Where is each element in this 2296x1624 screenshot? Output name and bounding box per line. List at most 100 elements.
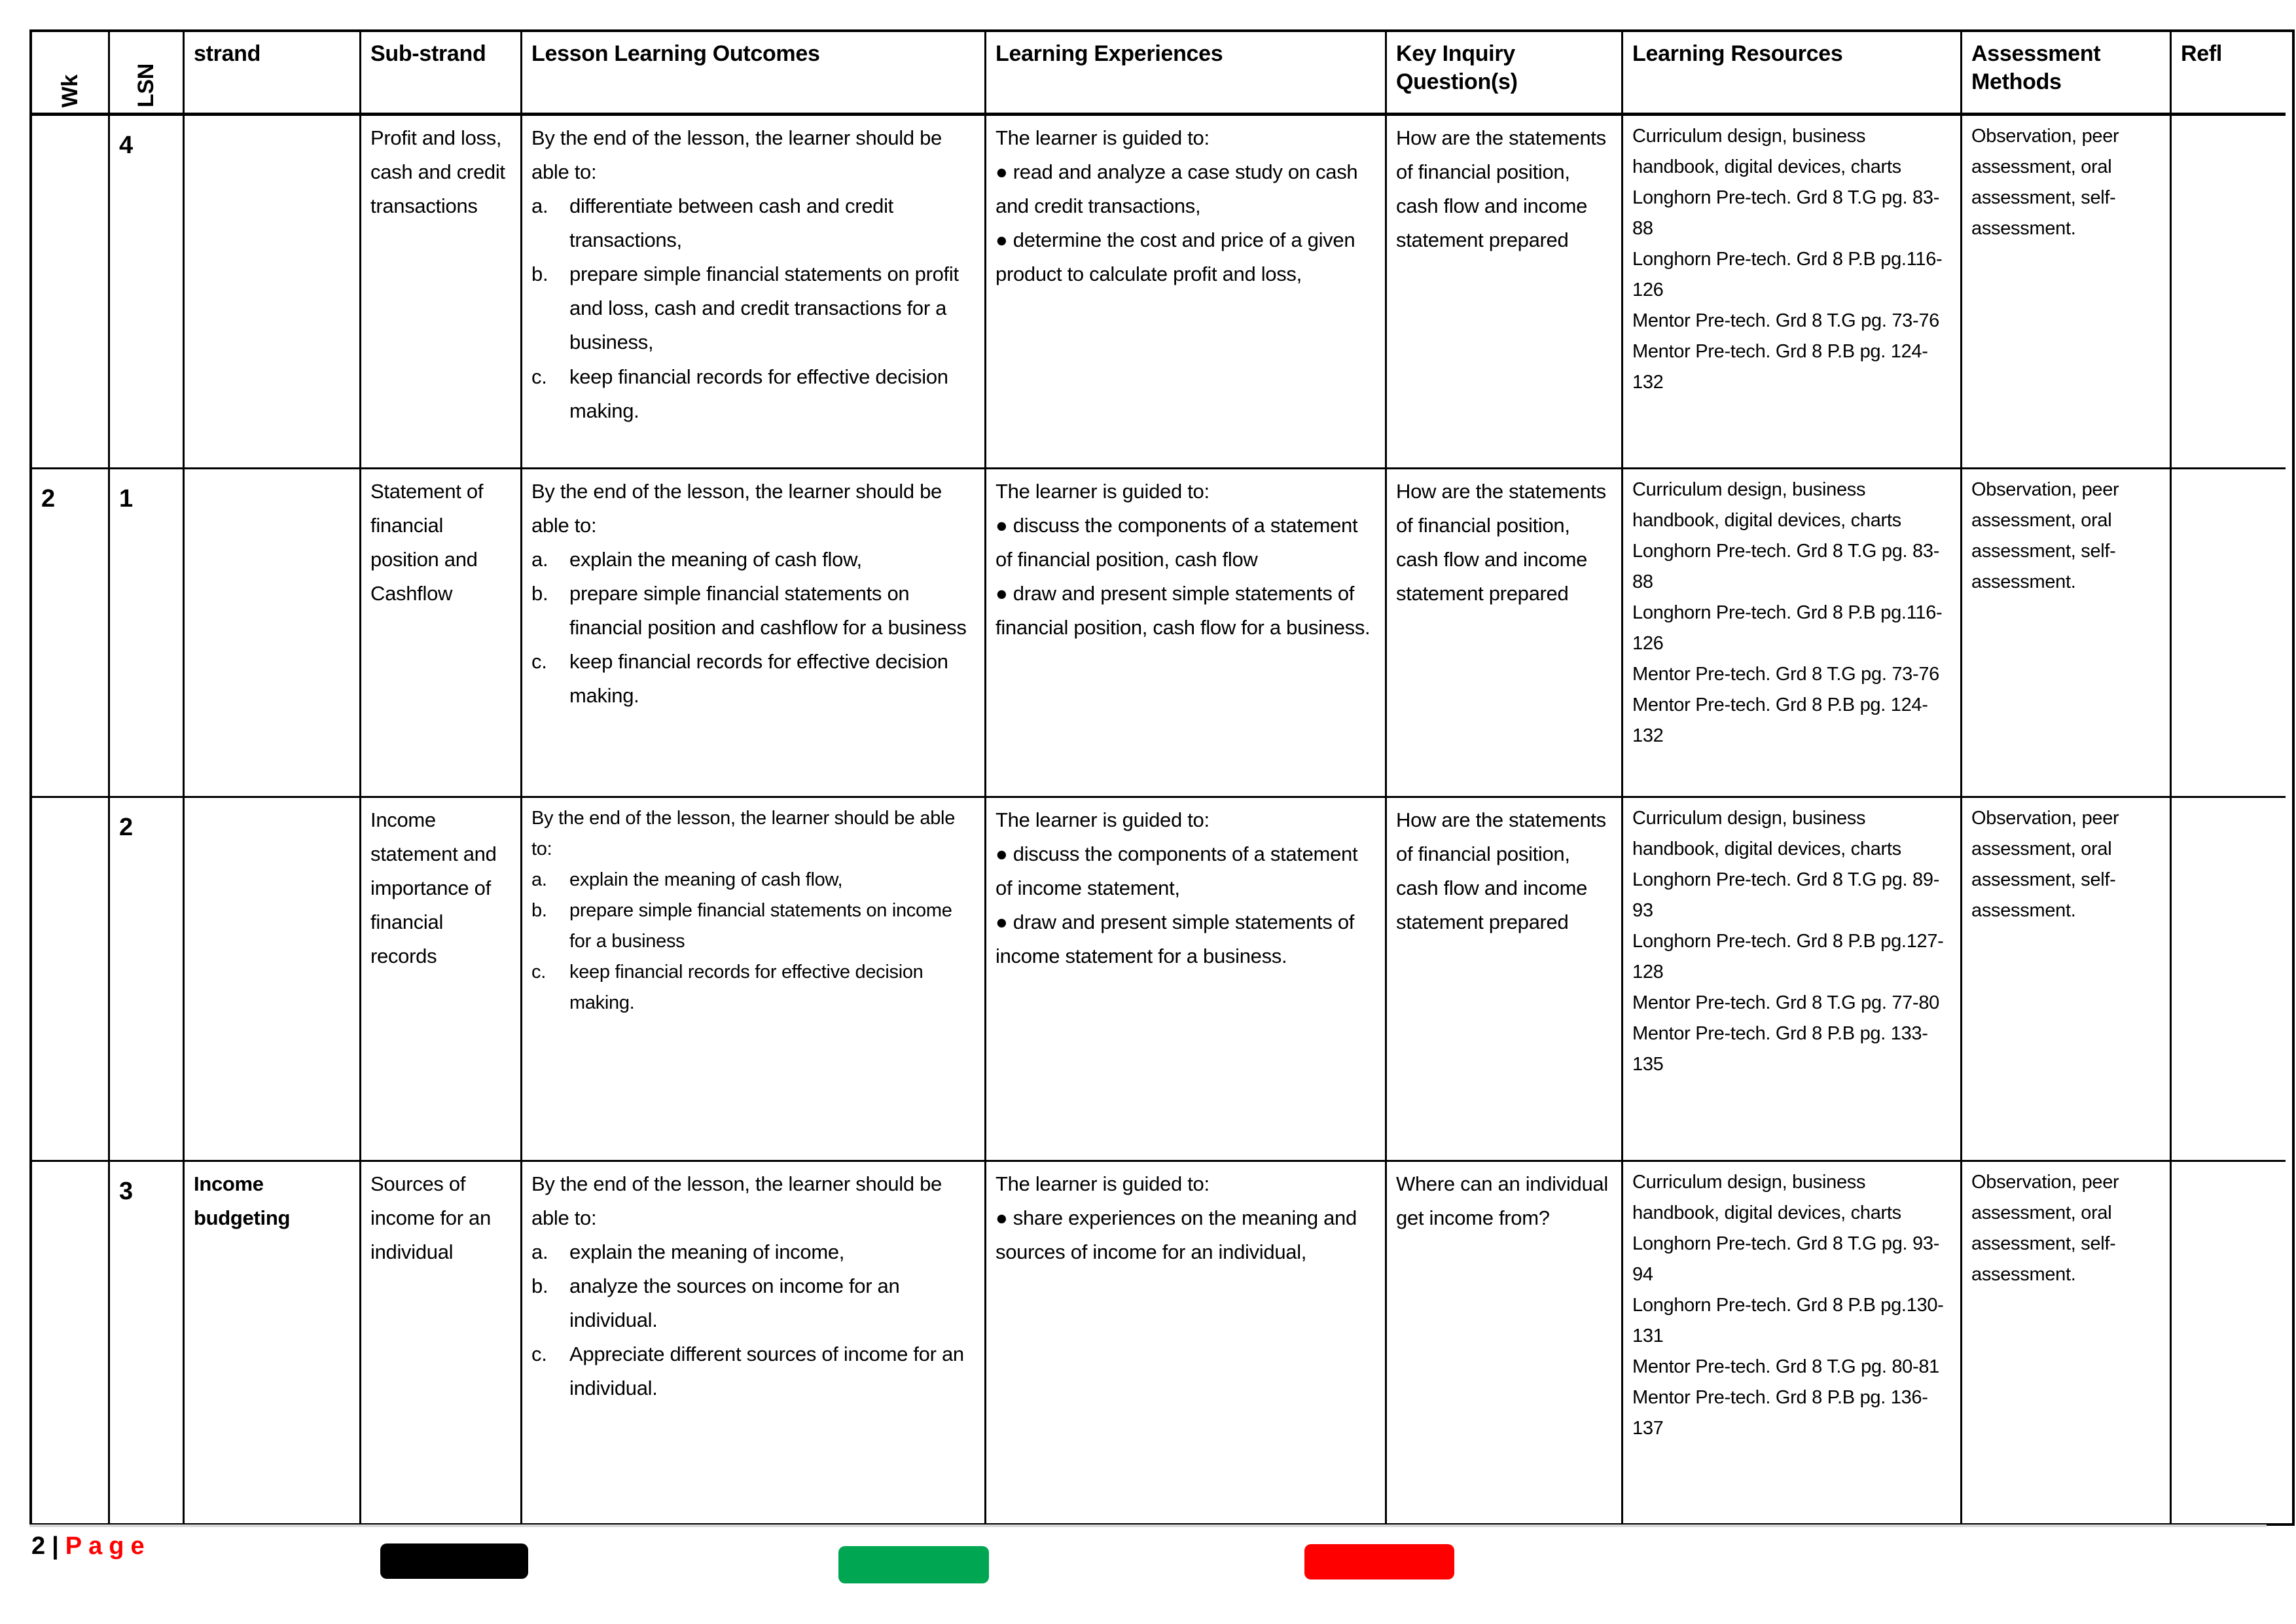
- outcome-item: b. prepare simple financial statements on…: [531, 262, 959, 354]
- resources-cell: Curriculum design, business handbook, di…: [1623, 469, 1962, 798]
- refl-cell: [2172, 469, 2286, 798]
- outcome-item: c. Appreciate different sources of income…: [531, 1343, 964, 1400]
- resources-cell: Curriculum design, business handbook, di…: [1623, 1162, 1962, 1523]
- footer-divider: [29, 1525, 2267, 1527]
- assessment-cell: Observation, peer assessment, oral asses…: [1962, 1162, 2172, 1523]
- strand-cell: [185, 798, 361, 1162]
- table-row: 2 Income statement and importance of fin…: [32, 798, 2292, 1162]
- sub-strand-cell: Income statement and importance of finan…: [361, 798, 522, 1162]
- assessment-cell: Observation, peer assessment, oral asses…: [1962, 116, 2172, 469]
- outcome-item: c. keep financial records for effective d…: [531, 961, 924, 1013]
- wk-cell: 2: [32, 469, 110, 798]
- experiences-cell: The learner is guided to: discuss the co…: [986, 798, 1387, 1162]
- table-row: 3 Income budgeting Sources of income for…: [32, 1162, 2292, 1523]
- refl-cell: [2172, 798, 2286, 1162]
- strand-cell: Income budgeting: [185, 1162, 361, 1523]
- resource-item: Curriculum design, business handbook, di…: [1632, 1172, 1901, 1223]
- header-sub-strand: Sub-strand: [361, 32, 522, 116]
- strand-cell: [185, 116, 361, 469]
- resource-item: Longhorn Pre-tech. Grd 8 P.B pg.116-126: [1632, 602, 1943, 654]
- refl-cell: [2172, 1162, 2286, 1523]
- outcomes-cell: By the end of the lesson, the learner sh…: [522, 1162, 986, 1523]
- experiences-intro: The learner is guided to:: [996, 808, 1210, 831]
- outcomes-cell: By the end of the lesson, the learner sh…: [522, 469, 986, 798]
- wk-cell: [32, 116, 110, 469]
- outcomes-cell: By the end of the lesson, the learner sh…: [522, 116, 986, 469]
- header-lsn: LSN: [110, 32, 185, 116]
- lsn-cell: 1: [110, 469, 185, 798]
- outcome-item: a. differentiate between cash and credit …: [531, 194, 893, 252]
- experience-item: discuss the components of a statement of…: [996, 837, 1377, 905]
- experiences-intro: The learner is guided to:: [996, 480, 1210, 503]
- resource-item: Longhorn Pre-tech. Grd 8 T.G pg. 83-88: [1632, 540, 1940, 592]
- resource-item: Longhorn Pre-tech. Grd 8 T.G pg. 83-88: [1632, 187, 1940, 239]
- header-resources: Learning Resources: [1623, 32, 1962, 116]
- resource-item: Mentor Pre-tech. Grd 8 T.G pg. 73-76: [1632, 310, 1940, 331]
- header-lsn-label: LSN: [134, 63, 159, 107]
- resource-item: Curriculum design, business handbook, di…: [1632, 808, 1901, 859]
- table-row: 2 1 Statement of financial position and …: [32, 469, 2292, 798]
- lsn-cell: 4: [110, 116, 185, 469]
- outcome-item: c. keep financial records for effective d…: [531, 650, 948, 708]
- assessment-cell: Observation, peer assessment, oral asses…: [1962, 469, 2172, 798]
- experiences-cell: The learner is guided to: discuss the co…: [986, 469, 1387, 798]
- resource-item: Mentor Pre-tech. Grd 8 P.B pg. 124-132: [1632, 340, 1928, 393]
- header-outcomes: Lesson Learning Outcomes: [522, 32, 986, 116]
- footer-black-bar: [380, 1543, 528, 1579]
- footer-green-bar: [838, 1546, 989, 1583]
- header-wk: Wk: [32, 32, 110, 116]
- experience-item: draw and present simple statements of in…: [996, 905, 1377, 973]
- wk-cell: [32, 798, 110, 1162]
- header-wk-label: Wk: [57, 74, 82, 107]
- header-refl: Refl: [2172, 32, 2286, 116]
- sub-strand-cell: Statement of financial position and Cash…: [361, 469, 522, 798]
- resource-item: Curriculum design, business handbook, di…: [1632, 479, 1901, 531]
- experiences-cell: The learner is guided to: share experien…: [986, 1162, 1387, 1523]
- resource-item: Longhorn Pre-tech. Grd 8 P.B pg.116-126: [1632, 248, 1943, 300]
- outcome-item: c. keep financial records for effective d…: [531, 365, 948, 422]
- resource-item: Longhorn Pre-tech. Grd 8 T.G pg. 89-93: [1632, 869, 1940, 921]
- wk-cell: [32, 1162, 110, 1523]
- lsn-cell: 2: [110, 798, 185, 1162]
- scheme-of-work-table: Wk LSN strand Sub-strand Lesson Learning…: [29, 29, 2295, 1526]
- sub-strand-cell: Sources of income for an individual: [361, 1162, 522, 1523]
- experience-item: share experiences on the meaning and sou…: [996, 1201, 1377, 1269]
- page-separator: |: [52, 1532, 59, 1560]
- resources-cell: Curriculum design, business handbook, di…: [1623, 798, 1962, 1162]
- resource-item: Mentor Pre-tech. Grd 8 T.G pg. 80-81: [1632, 1356, 1940, 1377]
- outcomes-cell: By the end of the lesson, the learner sh…: [522, 798, 986, 1162]
- outcome-item: a. explain the meaning of income,: [531, 1240, 845, 1264]
- sub-strand-cell: Profit and loss, cash and credit transac…: [361, 116, 522, 469]
- outcome-item: a. explain the meaning of cash flow,: [531, 869, 843, 890]
- resource-item: Mentor Pre-tech. Grd 8 P.B pg. 136-137: [1632, 1386, 1928, 1439]
- key-inquiry-cell: How are the statements of financial posi…: [1387, 798, 1623, 1162]
- key-inquiry-cell: How are the statements of financial posi…: [1387, 469, 1623, 798]
- resource-item: Mentor Pre-tech. Grd 8 T.G pg. 77-80: [1632, 992, 1940, 1013]
- header-experiences: Learning Experiences: [986, 32, 1387, 116]
- experience-item: determine the cost and price of a given …: [996, 223, 1377, 291]
- experiences-intro: The learner is guided to:: [996, 126, 1210, 149]
- resource-item: Mentor Pre-tech. Grd 8 P.B pg. 133-135: [1632, 1022, 1928, 1075]
- outcome-item: b. analyze the sources on income for an i…: [531, 1274, 900, 1332]
- experiences-cell: The learner is guided to: read and analy…: [986, 116, 1387, 469]
- experiences-intro: The learner is guided to:: [996, 1172, 1210, 1195]
- assessment-cell: Observation, peer assessment, oral asses…: [1962, 798, 2172, 1162]
- lsn-cell: 3: [110, 1162, 185, 1523]
- resource-item: Longhorn Pre-tech. Grd 8 T.G pg. 93-94: [1632, 1233, 1940, 1285]
- experience-item: read and analyze a case study on cash an…: [996, 155, 1377, 223]
- resource-item: Longhorn Pre-tech. Grd 8 P.B pg.130-131: [1632, 1294, 1944, 1346]
- table-header-row: Wk LSN strand Sub-strand Lesson Learning…: [32, 32, 2292, 116]
- resources-cell: Curriculum design, business handbook, di…: [1623, 116, 1962, 469]
- outcomes-intro: By the end of the lesson, the learner sh…: [531, 126, 942, 184]
- experience-item: discuss the components of a statement of…: [996, 509, 1377, 577]
- resource-item: Longhorn Pre-tech. Grd 8 P.B pg.127-128: [1632, 930, 1944, 983]
- header-key-inquiry: Key Inquiry Question(s): [1387, 32, 1623, 116]
- page-number: 2: [31, 1532, 46, 1560]
- header-strand: strand: [185, 32, 361, 116]
- refl-cell: [2172, 116, 2286, 469]
- header-assessment: Assessment Methods: [1962, 32, 2172, 116]
- resource-item: Mentor Pre-tech. Grd 8 T.G pg. 73-76: [1632, 663, 1940, 685]
- outcome-item: a. explain the meaning of cash flow,: [531, 548, 862, 571]
- resource-item: Mentor Pre-tech. Grd 8 P.B pg. 124-132: [1632, 694, 1928, 746]
- table-row: 4 Profit and loss, cash and credit trans…: [32, 116, 2292, 469]
